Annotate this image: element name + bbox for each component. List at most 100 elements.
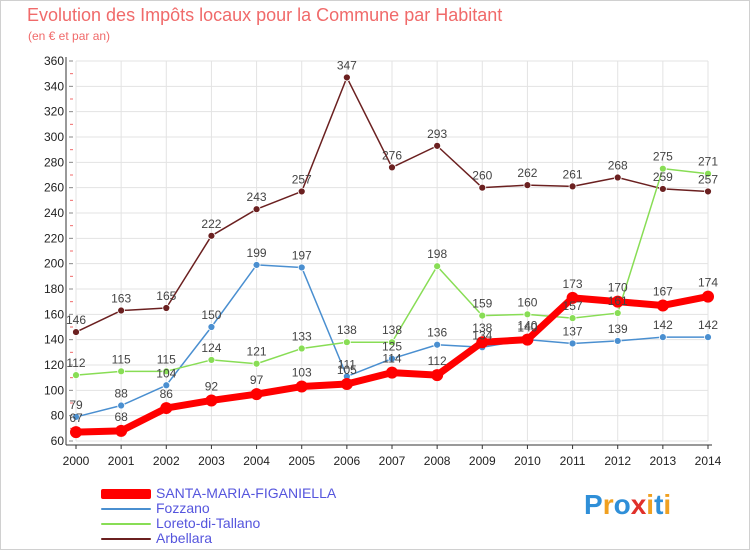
data-label-loreto-di-tallano: 124 — [201, 341, 221, 355]
data-label-fozzano: 111 — [338, 357, 357, 371]
data-label-arbellara: 163 — [111, 292, 131, 306]
data-point-arbellara — [704, 187, 712, 196]
data-label-fozzano: 142 — [698, 318, 718, 332]
data-point-fozzano — [252, 261, 261, 269]
data-point-fozzano — [388, 354, 396, 363]
data-point-arbellara — [252, 205, 261, 214]
data-label-arbellara: 293 — [427, 127, 447, 141]
data-label-loreto-di-tallano: 115 — [157, 352, 176, 366]
y-tick-label: 300 — [44, 130, 64, 144]
data-point-arbellara — [297, 187, 306, 196]
data-point-santa-maria-figaniella — [115, 424, 128, 437]
x-tick-label: 2005 — [288, 454, 315, 468]
data-label-loreto-di-tallano: 115 — [112, 352, 131, 366]
data-label-santa-maria-figaniella: 140 — [517, 319, 537, 333]
x-tick-label: 2014 — [695, 454, 722, 468]
data-point-santa-maria-figaniella — [521, 333, 534, 346]
y-tick-label: 360 — [44, 54, 64, 68]
data-label-loreto-di-tallano: 198 — [427, 247, 447, 261]
data-label-fozzano: 125 — [382, 340, 402, 354]
y-tick-label: 320 — [44, 105, 64, 119]
data-label-fozzano: 79 — [69, 398, 83, 412]
data-point-arbellara — [523, 181, 532, 190]
data-point-santa-maria-figaniella — [431, 369, 444, 382]
data-label-arbellara: 243 — [247, 190, 267, 204]
data-label-fozzano: 134 — [472, 328, 492, 342]
data-label-arbellara: 276 — [382, 148, 402, 162]
y-tick-label: 80 — [51, 409, 65, 423]
data-point-loreto-di-tallano — [613, 309, 622, 317]
data-label-fozzano: 137 — [563, 324, 583, 338]
data-point-santa-maria-figaniella — [70, 426, 82, 439]
legend-label-fozzano: Fozzano — [156, 500, 210, 516]
data-point-fozzano — [658, 333, 667, 342]
data-label-arbellara: 165 — [156, 289, 176, 303]
data-point-loreto-di-tallano — [568, 314, 577, 323]
data-label-santa-maria-figaniella: 138 — [472, 321, 492, 335]
data-label-loreto-di-tallano: 275 — [653, 150, 673, 164]
data-label-fozzano: 197 — [292, 248, 312, 262]
y-tick-label: 120 — [44, 358, 64, 372]
logo-letter: i — [646, 489, 655, 520]
data-point-loreto-di-tallano — [704, 169, 712, 178]
data-point-fozzano — [613, 337, 622, 345]
data-point-loreto-di-tallano — [658, 164, 667, 173]
legend-swatch-arbellara — [101, 538, 151, 540]
data-label-santa-maria-figaniella: 170 — [608, 281, 628, 295]
data-point-arbellara — [478, 183, 487, 192]
data-point-fozzano — [207, 323, 216, 331]
x-tick-label: 2008 — [424, 454, 451, 468]
data-label-santa-maria-figaniella: 97 — [250, 373, 264, 387]
y-tick-label: 160 — [44, 307, 64, 321]
data-label-loreto-di-tallano: 159 — [472, 297, 492, 311]
y-tick-label: 340 — [44, 79, 64, 93]
x-tick-label: 2000 — [63, 454, 90, 468]
data-point-loreto-di-tallano — [342, 338, 351, 347]
data-point-santa-maria-figaniella — [702, 290, 714, 303]
x-tick-label: 2002 — [153, 454, 180, 468]
data-point-arbellara — [72, 328, 80, 336]
data-label-loreto-di-tallano: 138 — [337, 323, 357, 337]
data-point-santa-maria-figaniella — [386, 366, 398, 379]
data-point-fozzano — [117, 401, 126, 410]
x-tick-label: 2006 — [334, 454, 361, 468]
data-label-loreto-di-tallano: 138 — [382, 323, 402, 337]
data-label-santa-maria-figaniella: 167 — [653, 284, 673, 298]
legend-swatch-santa-maria-figaniella — [101, 489, 151, 499]
data-label-santa-maria-figaniella: 114 — [382, 352, 401, 366]
legend-label-loreto-di-tallano: Loreto-di-Tallano — [156, 515, 261, 531]
x-tick-label: 2013 — [650, 454, 677, 468]
data-point-loreto-di-tallano — [207, 356, 216, 364]
data-label-loreto-di-tallano: 133 — [292, 330, 312, 344]
data-point-loreto-di-tallano — [117, 367, 126, 376]
data-point-arbellara — [162, 304, 171, 312]
data-point-santa-maria-figaniella — [611, 295, 624, 308]
logo-letter: t — [654, 489, 664, 520]
data-point-santa-maria-figaniella — [160, 402, 173, 415]
data-label-santa-maria-figaniella: 86 — [160, 387, 174, 401]
data-label-santa-maria-figaniella: 103 — [292, 366, 312, 380]
data-point-loreto-di-tallano — [433, 262, 442, 271]
data-point-arbellara — [388, 163, 396, 172]
data-point-fozzano — [568, 339, 577, 348]
y-tick-label: 280 — [44, 155, 64, 169]
data-point-arbellara — [658, 185, 667, 193]
data-point-fozzano — [162, 381, 171, 390]
data-label-arbellara: 347 — [337, 58, 357, 72]
data-label-santa-maria-figaniella: 105 — [337, 363, 357, 377]
data-point-fozzano — [433, 340, 442, 349]
data-label-fozzano: 136 — [427, 326, 447, 340]
data-point-santa-maria-figaniella — [340, 378, 353, 390]
x-tick-label: 2011 — [560, 454, 586, 468]
data-point-loreto-di-tallano — [252, 359, 261, 368]
data-label-arbellara: 261 — [563, 167, 583, 181]
data-point-santa-maria-figaniella — [295, 380, 308, 393]
x-tick-label: 2009 — [469, 454, 496, 468]
data-point-santa-maria-figaniella — [476, 336, 489, 349]
legend-label-arbellara: Arbellara — [156, 530, 213, 546]
y-tick-label: 240 — [44, 206, 64, 220]
x-tick-label: 2003 — [198, 454, 225, 468]
data-point-santa-maria-figaniella — [566, 291, 579, 304]
data-label-santa-maria-figaniella: 68 — [114, 410, 128, 424]
